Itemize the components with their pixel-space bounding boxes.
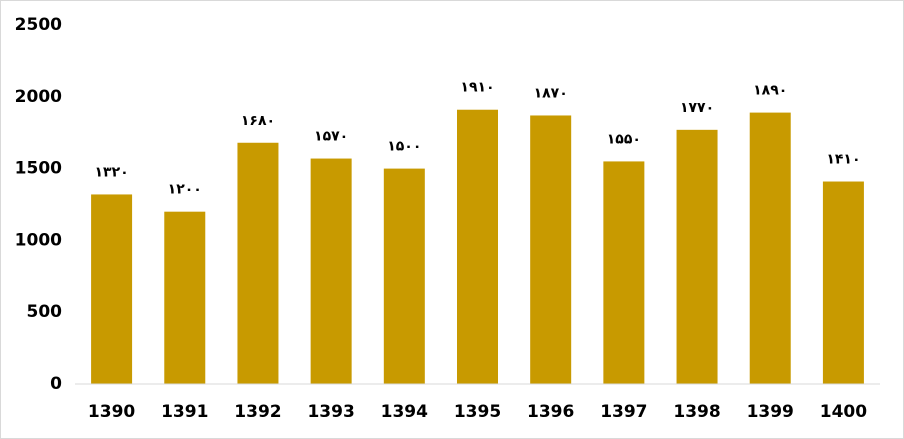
data-label: ۱۵۵۰ bbox=[607, 131, 641, 147]
x-tick-label: 1392 bbox=[234, 402, 281, 422]
y-tick-label: 1000 bbox=[15, 230, 62, 250]
data-label: ۱۲۰۰ bbox=[168, 182, 202, 198]
bar bbox=[457, 109, 498, 384]
y-tick-label: 1500 bbox=[15, 159, 62, 179]
data-label: ۱۵۰۰ bbox=[387, 139, 421, 155]
x-tick-label: 1394 bbox=[381, 402, 428, 422]
data-label: ۱۵۷۰ bbox=[314, 129, 348, 145]
y-tick-label: 2000 bbox=[15, 87, 62, 107]
data-label: ۱۸۷۰ bbox=[534, 85, 568, 101]
data-label: ۱۹۱۰ bbox=[460, 80, 494, 96]
bar bbox=[237, 142, 279, 384]
x-tick-label: 1397 bbox=[600, 402, 647, 422]
data-label: ۱۷۷۰ bbox=[680, 100, 714, 116]
x-tick-label: 1396 bbox=[527, 402, 574, 422]
bar bbox=[383, 168, 425, 384]
x-tick-label: 1393 bbox=[307, 402, 354, 422]
bar bbox=[164, 211, 206, 384]
x-tick-label: 1391 bbox=[161, 402, 208, 422]
x-tick-label: 1390 bbox=[88, 402, 135, 422]
data-label: ۱۴۱۰ bbox=[826, 152, 860, 168]
data-label: ۱۶۸۰ bbox=[241, 113, 275, 129]
bar bbox=[603, 161, 645, 384]
y-tick-label: 500 bbox=[27, 302, 63, 322]
x-tick-label: 1395 bbox=[454, 402, 501, 422]
bar bbox=[822, 181, 864, 384]
x-tick-label: 1399 bbox=[747, 402, 794, 422]
data-label: ۱۸۹۰ bbox=[753, 83, 787, 99]
y-tick-label: 0 bbox=[50, 374, 62, 394]
y-tick-label: 2500 bbox=[15, 15, 62, 35]
bar bbox=[530, 115, 572, 384]
bar bbox=[310, 158, 352, 384]
bar bbox=[749, 112, 791, 384]
data-label: ۱۳۲۰ bbox=[94, 164, 128, 180]
bar bbox=[676, 129, 718, 384]
x-tick-label: 1400 bbox=[820, 402, 867, 422]
bar bbox=[91, 194, 133, 384]
x-tick-label: 1398 bbox=[673, 402, 720, 422]
